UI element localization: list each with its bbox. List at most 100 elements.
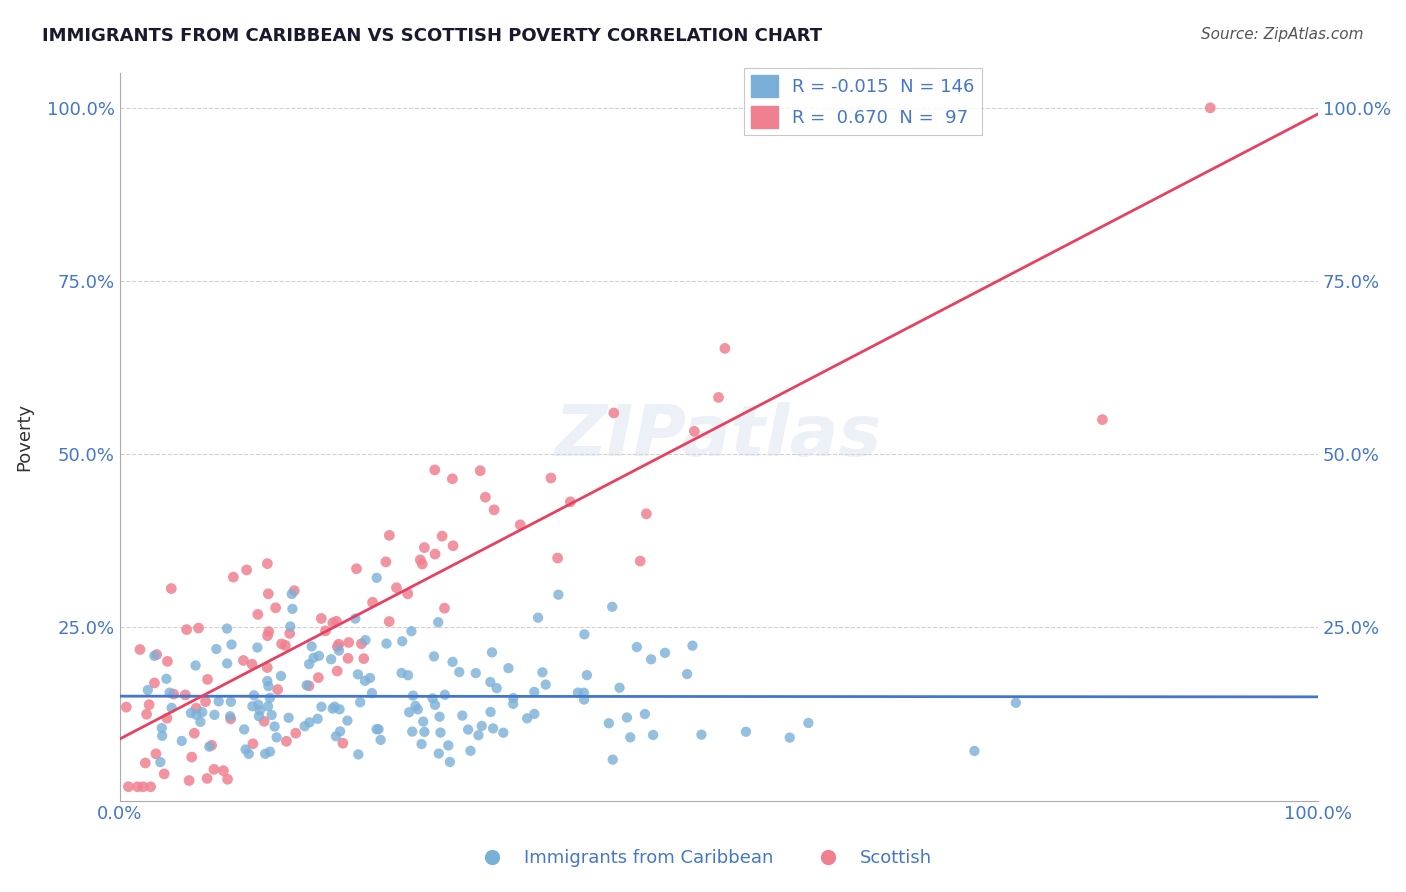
Immigrants from Caribbean bbox=[155, 672, 177, 686]
Scottish bbox=[714, 342, 737, 356]
Scottish bbox=[129, 642, 152, 657]
Immigrants from Caribbean bbox=[329, 724, 352, 739]
Scottish bbox=[361, 595, 384, 609]
Immigrants from Caribbean bbox=[323, 699, 346, 714]
Scottish bbox=[143, 676, 166, 690]
Scottish bbox=[187, 621, 209, 635]
Scottish bbox=[132, 780, 155, 794]
Immigrants from Caribbean bbox=[479, 705, 502, 719]
Immigrants from Caribbean bbox=[534, 678, 557, 692]
Immigrants from Caribbean bbox=[485, 681, 508, 695]
Immigrants from Caribbean bbox=[441, 655, 464, 669]
Immigrants from Caribbean bbox=[254, 747, 277, 761]
Immigrants from Caribbean bbox=[354, 633, 377, 648]
Immigrants from Caribbean bbox=[150, 729, 173, 743]
Scottish bbox=[246, 607, 269, 622]
Scottish bbox=[145, 747, 167, 761]
Immigrants from Caribbean bbox=[531, 665, 554, 680]
Immigrants from Caribbean bbox=[221, 638, 243, 652]
Immigrants from Caribbean bbox=[256, 673, 278, 688]
Immigrants from Caribbean bbox=[266, 731, 288, 745]
Scottish bbox=[160, 582, 183, 596]
Immigrants from Caribbean bbox=[366, 571, 388, 585]
Scottish bbox=[430, 529, 453, 543]
Immigrants from Caribbean bbox=[281, 587, 304, 601]
Scottish bbox=[307, 671, 329, 685]
Scottish bbox=[127, 780, 149, 794]
Immigrants from Caribbean bbox=[302, 650, 325, 665]
Immigrants from Caribbean bbox=[215, 622, 238, 636]
Scottish bbox=[385, 581, 408, 595]
Immigrants from Caribbean bbox=[527, 610, 550, 624]
Immigrants from Caribbean bbox=[160, 701, 183, 715]
Immigrants from Caribbean bbox=[404, 698, 426, 713]
Immigrants from Caribbean bbox=[238, 747, 260, 761]
Immigrants from Caribbean bbox=[336, 714, 359, 728]
Immigrants from Caribbean bbox=[298, 657, 321, 671]
Scottish bbox=[256, 660, 278, 674]
Scottish bbox=[482, 503, 505, 517]
Scottish bbox=[139, 780, 162, 794]
Immigrants from Caribbean bbox=[797, 716, 820, 731]
Scottish bbox=[441, 539, 464, 553]
Immigrants from Caribbean bbox=[398, 705, 420, 719]
Scottish bbox=[183, 726, 205, 740]
Scottish bbox=[441, 472, 464, 486]
Scottish bbox=[240, 657, 263, 672]
Scottish bbox=[242, 737, 264, 751]
Scottish bbox=[433, 601, 456, 615]
Scottish bbox=[560, 495, 582, 509]
Immigrants from Caribbean bbox=[136, 683, 159, 698]
Immigrants from Caribbean bbox=[204, 707, 226, 722]
Scottish bbox=[337, 635, 360, 649]
Immigrants from Caribbean bbox=[247, 709, 270, 723]
Scottish bbox=[298, 679, 321, 693]
Scottish bbox=[328, 637, 350, 651]
Scottish bbox=[134, 756, 156, 770]
Immigrants from Caribbean bbox=[429, 709, 451, 723]
Immigrants from Caribbean bbox=[328, 643, 350, 657]
Scottish bbox=[1199, 101, 1222, 115]
Scottish bbox=[353, 651, 375, 665]
Scottish bbox=[332, 736, 354, 750]
Scottish bbox=[212, 764, 235, 778]
Y-axis label: Poverty: Poverty bbox=[15, 403, 32, 471]
Immigrants from Caribbean bbox=[184, 658, 207, 673]
Immigrants from Caribbean bbox=[654, 646, 676, 660]
Scottish bbox=[409, 553, 432, 567]
Immigrants from Caribbean bbox=[643, 728, 665, 742]
Scottish bbox=[322, 615, 344, 630]
Scottish bbox=[256, 629, 278, 643]
Immigrants from Caribbean bbox=[616, 710, 638, 724]
Scottish bbox=[374, 555, 396, 569]
Immigrants from Caribbean bbox=[449, 665, 471, 679]
Scottish bbox=[326, 664, 349, 678]
Immigrants from Caribbean bbox=[208, 694, 231, 708]
Immigrants from Caribbean bbox=[516, 711, 538, 725]
Scottish bbox=[628, 554, 651, 568]
Immigrants from Caribbean bbox=[451, 708, 474, 723]
Immigrants from Caribbean bbox=[598, 716, 620, 731]
Immigrants from Caribbean bbox=[640, 652, 662, 666]
Scottish bbox=[266, 682, 288, 697]
Scottish bbox=[162, 687, 184, 701]
Immigrants from Caribbean bbox=[361, 686, 384, 700]
Scottish bbox=[117, 780, 139, 794]
Immigrants from Caribbean bbox=[609, 681, 631, 695]
Scottish bbox=[270, 637, 292, 651]
Scottish bbox=[115, 700, 138, 714]
Immigrants from Caribbean bbox=[492, 725, 515, 739]
Immigrants from Caribbean bbox=[325, 729, 347, 743]
Immigrants from Caribbean bbox=[600, 599, 623, 614]
Immigrants from Caribbean bbox=[779, 731, 801, 745]
Immigrants from Caribbean bbox=[547, 588, 569, 602]
Immigrants from Caribbean bbox=[205, 642, 228, 657]
Scottish bbox=[314, 624, 336, 638]
Scottish bbox=[257, 624, 280, 639]
Legend: R = -0.015  N = 146, R =  0.670  N =  97: R = -0.015 N = 146, R = 0.670 N = 97 bbox=[744, 68, 981, 136]
Scottish bbox=[153, 767, 176, 781]
Scottish bbox=[274, 638, 297, 652]
Immigrants from Caribbean bbox=[423, 649, 446, 664]
Immigrants from Caribbean bbox=[735, 724, 758, 739]
Scottish bbox=[177, 773, 200, 788]
